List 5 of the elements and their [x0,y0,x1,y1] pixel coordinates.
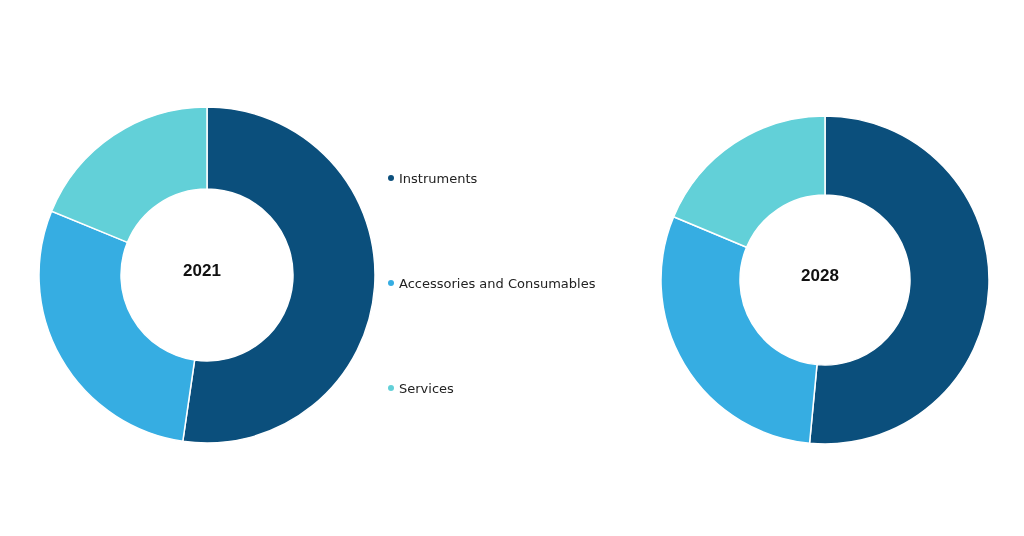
text: 2021 [183,260,221,280]
text: 2028 [801,265,839,285]
legend-label: Instruments [399,170,478,186]
legend-label: Services [399,380,454,396]
legend-label: Accessories and Consumables [399,275,596,291]
